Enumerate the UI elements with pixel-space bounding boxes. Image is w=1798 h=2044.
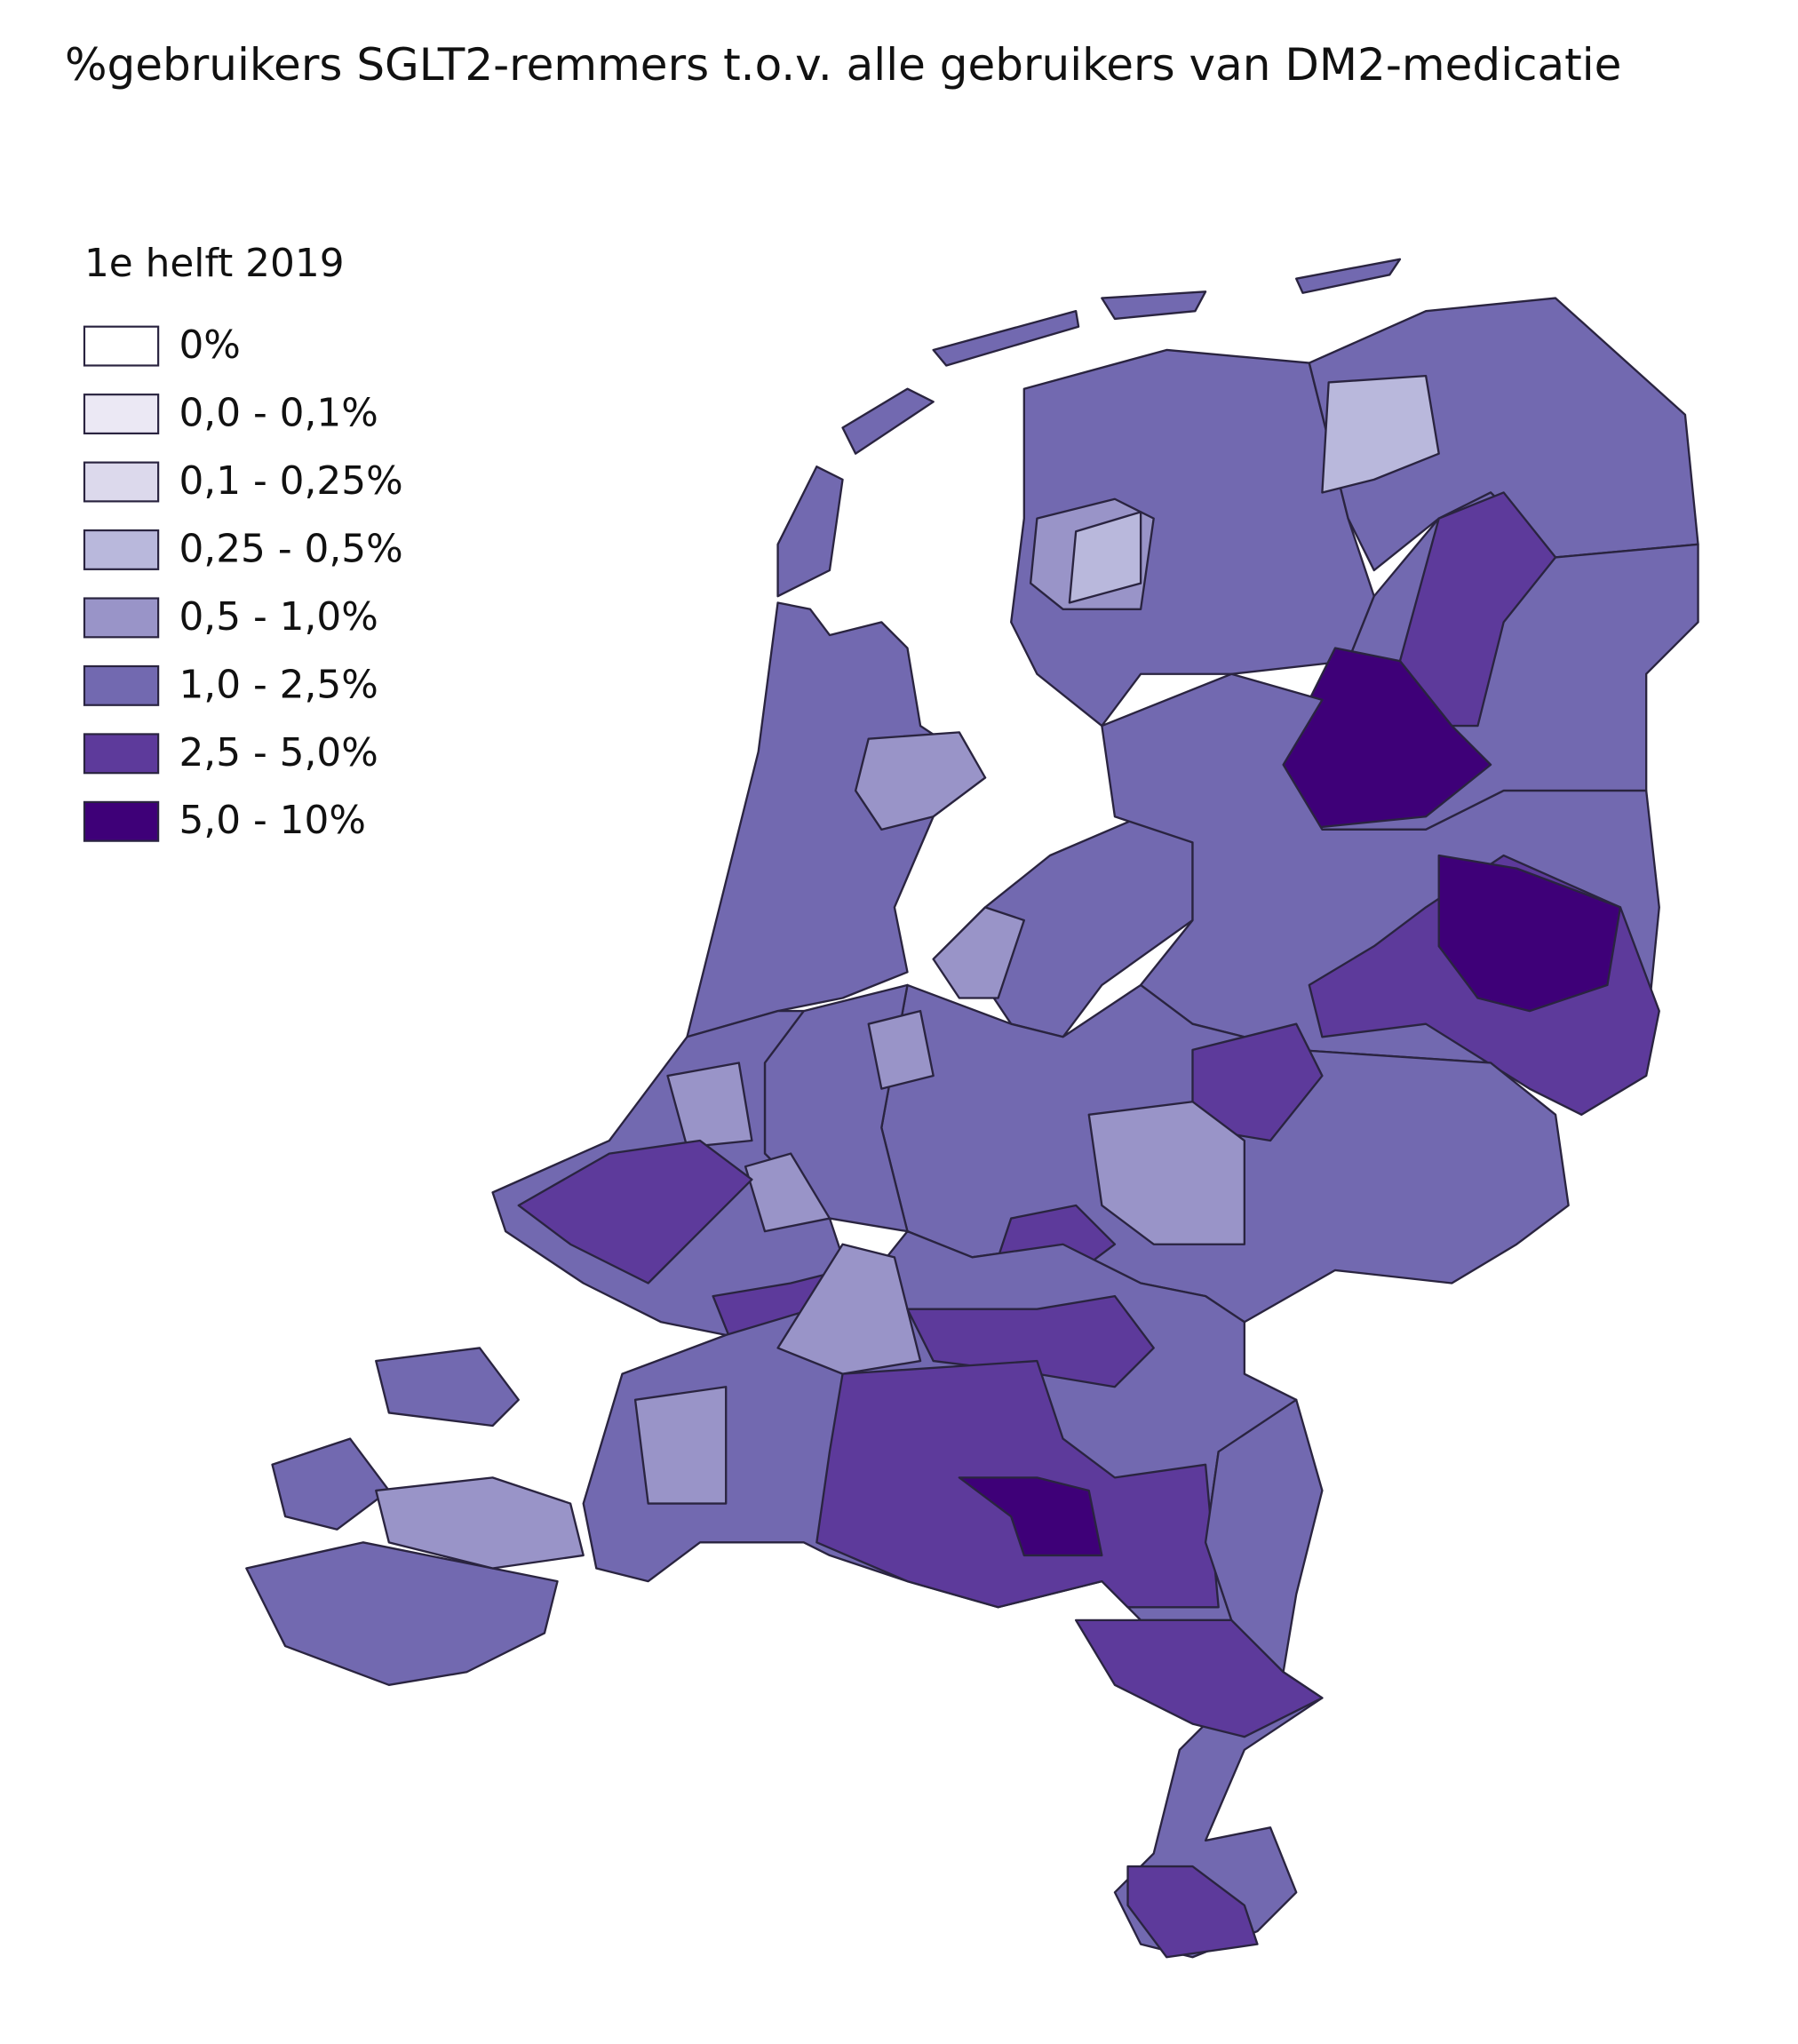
region (744, 1152, 831, 1233)
region (1087, 1101, 1246, 1245)
region (1398, 491, 1557, 728)
region (841, 387, 935, 455)
legend-label: 0,5 - 1,0% (179, 594, 378, 640)
legend-swatch (83, 325, 160, 367)
legend-title: 1e helft 2019 (84, 241, 345, 286)
region (666, 1062, 753, 1149)
region (245, 1541, 559, 1686)
region (867, 1009, 935, 1090)
region (1068, 511, 1142, 604)
region (375, 1347, 520, 1428)
region (1126, 1865, 1259, 1959)
region (906, 1294, 1155, 1388)
legend-swatch (83, 664, 160, 706)
title: %gebruikers SGLT2-remmers t.o.v. alle ge… (65, 39, 1622, 91)
region (271, 1437, 391, 1531)
legend-label: 0,1 - 0,25% (179, 458, 402, 504)
legend-label: 1,0 - 2,5% (179, 662, 378, 707)
region (686, 601, 987, 1038)
legend-swatch (83, 461, 160, 503)
region (1295, 258, 1402, 294)
region (932, 906, 1025, 999)
legend-swatch (83, 597, 160, 639)
legend-label: 5,0 - 10% (179, 798, 365, 843)
legend-label: 2,5 - 5,0% (179, 730, 378, 775)
region (958, 1476, 1103, 1557)
legend: 1e helft 2019 0% 0,0 - 0,1% 0,1 - 0,25% 0,2… (83, 241, 403, 843)
map-regions (245, 258, 1699, 1959)
region (633, 1386, 728, 1505)
legend-swatch (83, 733, 160, 775)
legend-swatch (83, 800, 160, 842)
region (854, 731, 987, 831)
legend-label: 0% (179, 322, 240, 368)
legend-swatch (83, 529, 160, 570)
region (1101, 290, 1207, 321)
region (1321, 374, 1440, 494)
region (1074, 1618, 1324, 1738)
region (776, 465, 844, 598)
legend-swatch (83, 394, 160, 435)
region (1437, 854, 1622, 1013)
region (932, 310, 1080, 367)
legend-label: 0,25 - 0,5% (179, 526, 402, 571)
legend-label: 0,0 - 0,1% (179, 390, 378, 435)
region (375, 1476, 585, 1570)
region (517, 1139, 753, 1284)
